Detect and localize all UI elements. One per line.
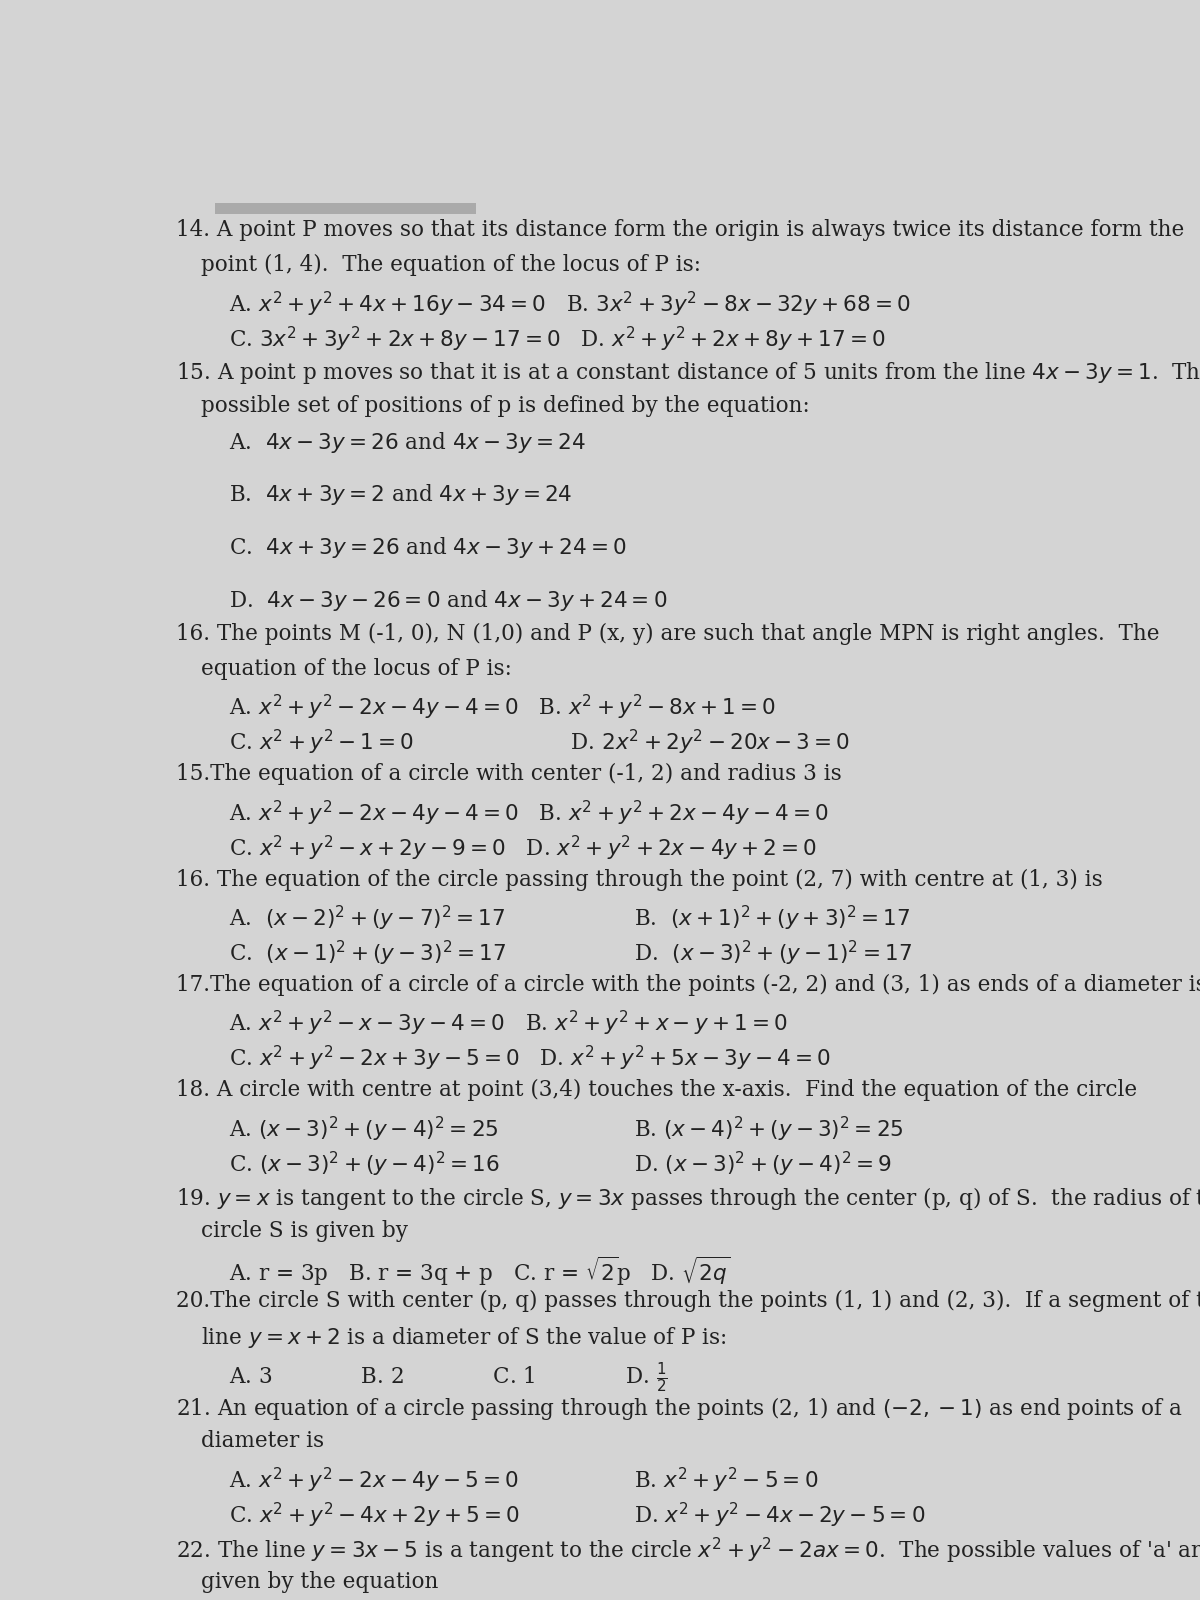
Text: 16. The equation of the circle passing through the point (2, 7) with centre at (: 16. The equation of the circle passing t… (176, 869, 1103, 891)
Text: D.  $(x - 3)^2 + (y - 1)^2 = 17$: D. $(x - 3)^2 + (y - 1)^2 = 17$ (634, 939, 912, 968)
Text: B. $(x - 4)^2 + (y - 3)^2 = 25$: B. $(x - 4)^2 + (y - 3)^2 = 25$ (634, 1115, 904, 1144)
Text: C. $(x - 3)^2 + (y - 4)^2 = 16$: C. $(x - 3)^2 + (y - 4)^2 = 16$ (229, 1149, 500, 1179)
Text: B.  $(x + 1)^2 + (y + 3)^2 = 17$: B. $(x + 1)^2 + (y + 3)^2 = 17$ (634, 904, 910, 933)
Text: A. $(x - 3)^2 + (y - 4)^2 = 25$: A. $(x - 3)^2 + (y - 4)^2 = 25$ (229, 1115, 499, 1144)
Text: 14. A point P moves so that its distance form the origin is always twice its dis: 14. A point P moves so that its distance… (176, 219, 1184, 242)
Text: equation of the locus of P is:: equation of the locus of P is: (202, 658, 512, 680)
Text: 21. An equation of a circle passing through the points (2, 1) and $(-2, -1)$ as : 21. An equation of a circle passing thro… (176, 1395, 1183, 1422)
Text: C. $x^2 + y^2 - 4x + 2y + 5 = 0$: C. $x^2 + y^2 - 4x + 2y + 5 = 0$ (229, 1501, 520, 1530)
Text: A.  $4x - 3y = 26$ and $4x - 3y = 24$: A. $4x - 3y = 26$ and $4x - 3y = 24$ (229, 430, 586, 454)
Text: line $y = x + 2$ is a diameter of S the value of P is:: line $y = x + 2$ is a diameter of S the … (202, 1325, 727, 1350)
Text: D. $(x - 3)^2 + (y - 4)^2 = 9$: D. $(x - 3)^2 + (y - 4)^2 = 9$ (634, 1149, 892, 1179)
Text: 22. The line $y = 3x - 5$ is a tangent to the circle $x^2 + y^2 - 2ax = 0$.  The: 22. The line $y = 3x - 5$ is a tangent t… (176, 1536, 1200, 1566)
Text: 15. A point p moves so that it is at a constant distance of 5 units from the lin: 15. A point p moves so that it is at a c… (176, 360, 1200, 386)
Text: A. $x^2 + y^2 + 4x + 16y - 34 = 0$   B. $3x^2 + 3y^2 - 8x - 32y + 68 = 0$: A. $x^2 + y^2 + 4x + 16y - 34 = 0$ B. $3… (229, 290, 911, 318)
Text: C.  $(x - 1)^2 + (y - 3)^2 = 17$: C. $(x - 1)^2 + (y - 3)^2 = 17$ (229, 939, 506, 968)
Text: B.  $4x + 3y = 2$ and $4x + 3y = 24$: B. $4x + 3y = 2$ and $4x + 3y = 24$ (229, 483, 572, 507)
Text: C. $3x^2 + 3y^2 + 2x + 8y - 17 = 0$   D. $x^2 + y^2 + 2x + 8y + 17 = 0$: C. $3x^2 + 3y^2 + 2x + 8y - 17 = 0$ D. $… (229, 325, 886, 354)
Text: 15.The equation of a circle with center (-1, 2) and radius 3 is: 15.The equation of a circle with center … (176, 763, 841, 786)
Text: 17.The equation of a circle of a circle with the points (-2, 2) and (3, 1) as en: 17.The equation of a circle of a circle … (176, 974, 1200, 997)
Text: A. 3             B. 2             C. 1             D. $\frac{1}{2}$: A. 3 B. 2 C. 1 D. $\frac{1}{2}$ (229, 1360, 668, 1395)
Text: D. $x^2 + y^2 - 4x - 2y - 5 = 0$: D. $x^2 + y^2 - 4x - 2y - 5 = 0$ (634, 1501, 925, 1530)
Text: C. $x^2 + y^2 - 2x + 3y - 5 = 0$   D. $x^2 + y^2 + 5x - 3y - 4 = 0$: C. $x^2 + y^2 - 2x + 3y - 5 = 0$ D. $x^2… (229, 1045, 830, 1074)
Text: 18. A circle with centre at point (3,4) touches the x-axis.  Find the equation o: 18. A circle with centre at point (3,4) … (176, 1080, 1138, 1101)
Text: C. $x^2 + y^2 - x + 2y - 9 = 0$   D. $x^2 + y^2 + 2x - 4y + 2 = 0$: C. $x^2 + y^2 - x + 2y - 9 = 0$ D. $x^2 … (229, 834, 817, 862)
Text: C.  $4x + 3y = 26$ and $4x - 3y + 24 = 0$: C. $4x + 3y = 26$ and $4x - 3y + 24 = 0$ (229, 534, 626, 560)
Text: A. $x^2 + y^2 - 2x - 4y - 4 = 0$   B. $x^2 + y^2 + 2x - 4y - 4 = 0$: A. $x^2 + y^2 - 2x - 4y - 4 = 0$ B. $x^2… (229, 798, 829, 827)
Bar (215, 203, 475, 214)
Text: diameter is: diameter is (202, 1430, 324, 1453)
Text: B. $x^2 + y^2 - 5 = 0$: B. $x^2 + y^2 - 5 = 0$ (634, 1466, 818, 1494)
Text: A.  $(x - 2)^2 + (y - 7)^2 = 17$: A. $(x - 2)^2 + (y - 7)^2 = 17$ (229, 904, 505, 933)
Text: A. $x^2 + y^2 - 2x - 4y - 5 = 0$: A. $x^2 + y^2 - 2x - 4y - 5 = 0$ (229, 1466, 518, 1494)
Text: A. $x^2 + y^2 - 2x - 4y - 4 = 0$   B. $x^2 + y^2 - 8x + 1 = 0$: A. $x^2 + y^2 - 2x - 4y - 4 = 0$ B. $x^2… (229, 693, 776, 722)
Text: 19. $y = x$ is tangent to the circle S, $y = 3x$ passes through the center (p, q: 19. $y = x$ is tangent to the circle S, … (176, 1184, 1200, 1211)
Text: circle S is given by: circle S is given by (202, 1219, 408, 1242)
Text: A. r = 3p   B. r = 3q + p   C. r = $\sqrt{2}$p   D. $\sqrt{2q}$: A. r = 3p B. r = 3q + p C. r = $\sqrt{2}… (229, 1254, 731, 1288)
Text: 20.The circle S with center (p, q) passes through the points (1, 1) and (2, 3). : 20.The circle S with center (p, q) passe… (176, 1290, 1200, 1312)
Text: A. $x^2 + y^2 - x - 3y - 4 = 0$   B. $x^2 + y^2 + x - y + 1 = 0$: A. $x^2 + y^2 - x - 3y - 4 = 0$ B. $x^2 … (229, 1010, 787, 1038)
Text: possible set of positions of p is defined by the equation:: possible set of positions of p is define… (202, 395, 810, 416)
Text: point (1, 4).  The equation of the locus of P is:: point (1, 4). The equation of the locus … (202, 254, 701, 277)
Text: C. $x^2 + y^2 - 1 = 0$                       D. $2x^2 + 2y^2 - 20x - 3 = 0$: C. $x^2 + y^2 - 1 = 0$ D. $2x^2 + 2y^2 -… (229, 728, 851, 757)
Text: 16. The points M (-1, 0), N (1,0) and P (x, y) are such that angle MPN is right : 16. The points M (-1, 0), N (1,0) and P … (176, 622, 1159, 645)
Text: D.  $4x - 3y - 26 = 0$ and $4x - 3y + 24 = 0$: D. $4x - 3y - 26 = 0$ and $4x - 3y + 24 … (229, 587, 667, 613)
Text: given by the equation: given by the equation (202, 1571, 438, 1594)
